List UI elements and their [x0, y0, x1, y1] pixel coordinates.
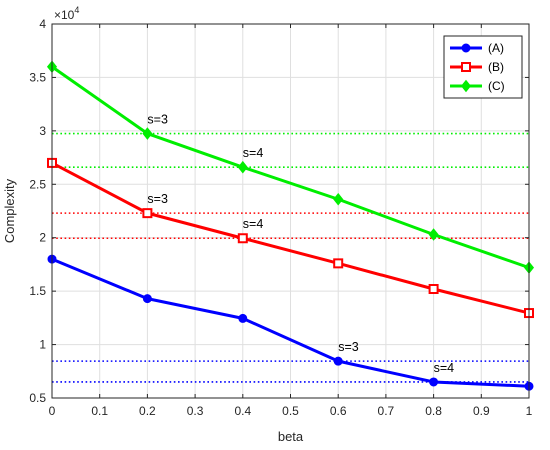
- x-tick-label: 0.7: [378, 404, 395, 418]
- y-tick-label: 2.5: [29, 177, 46, 191]
- y-axis-title: Complexity: [2, 178, 17, 243]
- x-tick-label: 0.3: [187, 404, 204, 418]
- annotations: s=3 s=4 s=3 s=4 s=3 s=4: [147, 113, 454, 375]
- circle-marker: [429, 377, 439, 387]
- y-tick-label: 1: [39, 338, 46, 352]
- y-tick-label: 3.5: [29, 70, 46, 84]
- x-tick-label: 0.2: [139, 404, 156, 418]
- x-tick-label: 0.4: [234, 404, 251, 418]
- legend-label: (C): [488, 79, 505, 93]
- diamond-marker: [460, 79, 472, 93]
- x-tick-label: 1: [526, 404, 533, 418]
- series-line: [51, 65, 530, 270]
- annotation-label: s=4: [243, 146, 264, 160]
- square-marker: [237, 233, 248, 244]
- y-tick-label: 2: [39, 231, 46, 245]
- annotation-label: s=4: [434, 361, 455, 375]
- circle-marker: [142, 294, 152, 304]
- x-axis-title: beta: [278, 429, 304, 444]
- y-exponent-label: ×104: [54, 5, 79, 22]
- y-exponent-power: 4: [74, 5, 79, 15]
- circle-marker: [333, 356, 343, 366]
- circle-marker: [461, 43, 471, 53]
- x-tick-label: 0.1: [91, 404, 108, 418]
- circle-marker: [238, 313, 248, 323]
- y-tick-label: 4: [39, 17, 46, 31]
- series-line: [51, 257, 530, 388]
- diamond-marker: [142, 127, 153, 140]
- y-axis-ticks: 0.5 1 1.5 2 2.5 3 3.5 4: [29, 17, 529, 405]
- legend: (A) (B) (C): [443, 35, 523, 99]
- annotation-label: s=3: [147, 113, 168, 127]
- square-marker: [428, 284, 439, 295]
- legend-label: (A): [488, 41, 504, 55]
- x-tick-label: 0.6: [330, 404, 347, 418]
- legend-label: (B): [488, 60, 504, 74]
- y-tick-label: 3: [39, 124, 46, 138]
- x-tick-label: 0: [49, 404, 56, 418]
- x-tick-label: 0.8: [425, 404, 442, 418]
- series-line: [51, 161, 530, 315]
- y-tick-label: 0.5: [29, 391, 46, 405]
- x-tick-label: 0.5: [282, 404, 299, 418]
- x-tick-label: 0.9: [473, 404, 490, 418]
- diamond-marker: [237, 160, 248, 174]
- x-axis-ticks: 0 0.1 0.2 0.3 0.4 0.5 0.6 0.7 0.8 0.9 1: [49, 24, 533, 418]
- square-marker: [142, 208, 153, 219]
- annotation-label: s=3: [338, 340, 359, 354]
- diamond-marker: [428, 228, 439, 241]
- y-tick-label: 1.5: [29, 284, 46, 298]
- diamond-marker: [333, 192, 344, 206]
- annotation-label: s=4: [243, 217, 264, 231]
- annotation-label: s=3: [147, 192, 168, 206]
- square-marker: [333, 258, 344, 269]
- square-marker: [461, 62, 471, 72]
